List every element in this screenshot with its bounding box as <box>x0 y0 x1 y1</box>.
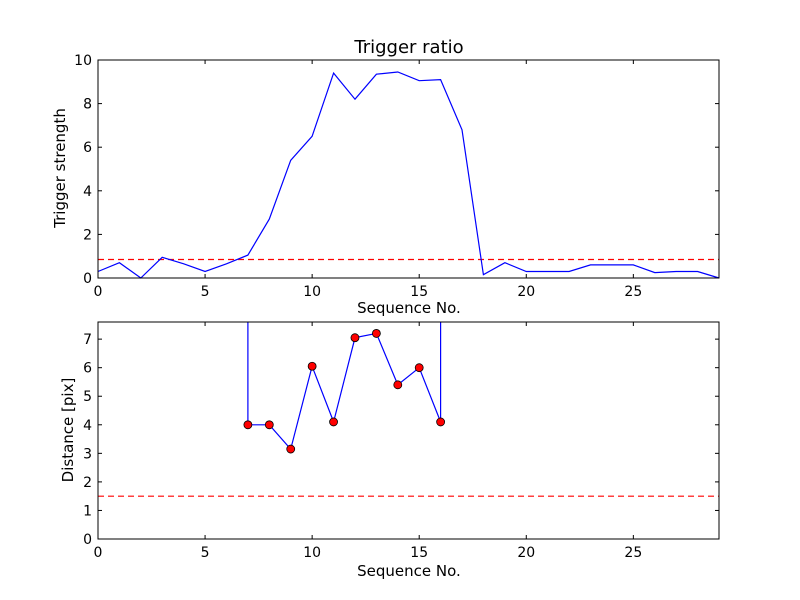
x-tick-label: 0 <box>94 545 103 561</box>
x-tick-label: 10 <box>303 284 321 300</box>
data-point <box>436 417 446 427</box>
data-point <box>264 420 274 430</box>
x-tick-label: 5 <box>201 284 210 300</box>
y-tick-label: 0 <box>83 532 92 548</box>
y-tick-label: 1 <box>83 503 92 519</box>
x-axis-label: Sequence No. <box>357 299 461 317</box>
data-point <box>371 329 381 338</box>
data-point <box>414 363 424 373</box>
y-tick-label: 7 <box>83 332 92 348</box>
y-tick-label: 2 <box>83 227 92 243</box>
x-tick-label: 10 <box>303 545 321 561</box>
data-point <box>243 420 253 430</box>
series-line <box>97 71 720 279</box>
y-tick-label: 8 <box>83 97 92 113</box>
data-point <box>307 361 317 371</box>
y-axis-label: Trigger strength <box>51 108 69 229</box>
plot-frame <box>97 59 720 279</box>
x-axis-label: Sequence No. <box>357 562 461 580</box>
y-tick-label: 6 <box>83 140 92 156</box>
y-tick-label: 0 <box>83 271 92 287</box>
data-point <box>393 380 403 390</box>
x-tick-label: 0 <box>94 284 103 300</box>
x-tick-label: 15 <box>410 545 428 561</box>
plot-frame <box>97 321 720 540</box>
data-point <box>350 333 360 343</box>
y-tick-label: 2 <box>83 475 92 491</box>
y-tick-label: 4 <box>83 418 92 434</box>
x-tick-label: 25 <box>624 545 642 561</box>
x-tick-label: 5 <box>201 545 210 561</box>
y-tick-label: 3 <box>83 446 92 462</box>
y-axis-label: Distance [pix] <box>59 378 77 483</box>
x-tick-label: 15 <box>410 284 428 300</box>
y-tick-label: 6 <box>83 361 92 377</box>
trigger-ratio-plot: Trigger ratio Sequence No. Trigger stren… <box>51 37 720 317</box>
x-tick-label: 25 <box>624 284 642 300</box>
chart-title: Trigger ratio <box>353 37 463 58</box>
y-tick-label: 10 <box>74 53 92 69</box>
y-tick-label: 5 <box>83 389 92 405</box>
data-point <box>286 444 296 454</box>
x-tick-label: 20 <box>517 545 535 561</box>
x-tick-label: 20 <box>517 284 535 300</box>
data-point <box>329 417 338 427</box>
distance-plot: Sequence No. Distance [pix] 0 5 10 15 20 2501… <box>59 321 720 580</box>
y-tick-label: 4 <box>83 184 92 200</box>
